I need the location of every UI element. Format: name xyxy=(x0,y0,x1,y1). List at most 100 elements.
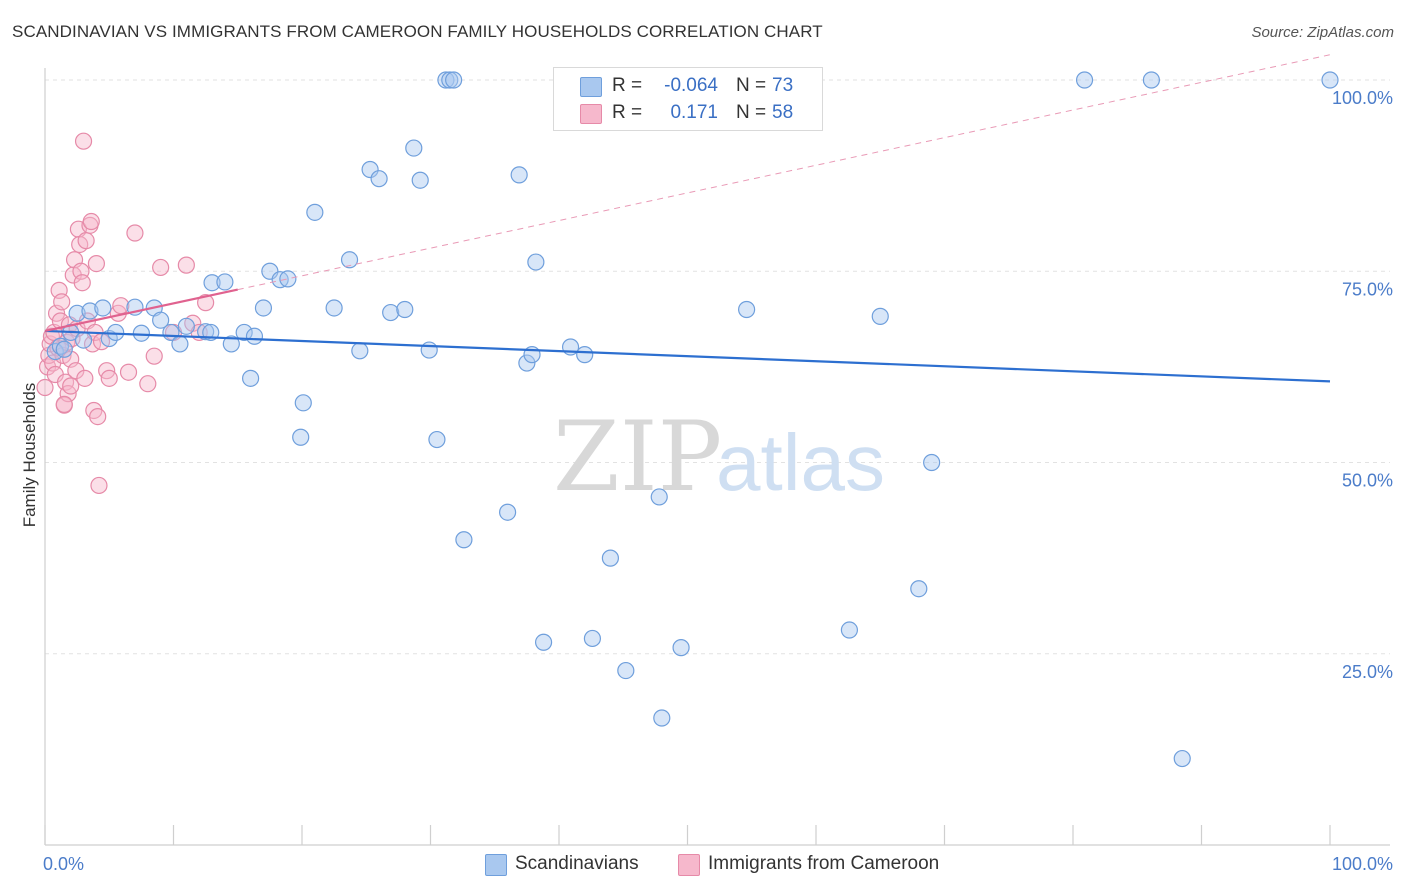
scandinavian-point xyxy=(294,394,312,412)
scandinavian-point xyxy=(672,639,690,657)
scandinavian-point xyxy=(1142,71,1160,89)
scandinavian-point xyxy=(68,304,86,322)
source-attribution: Source: ZipAtlas.com xyxy=(1251,24,1394,41)
cameroon-point xyxy=(152,258,170,277)
cameroon-trend-line xyxy=(44,288,238,332)
scandinavian-point xyxy=(411,171,429,189)
series-legend: Scandinavians Immigrants from Cameroon xyxy=(0,852,1406,878)
legend-label-scandinavians: Scandinavians xyxy=(515,853,639,874)
scandinavian-point xyxy=(177,317,195,335)
scandinavian-point xyxy=(254,299,273,317)
cameroon-point xyxy=(73,274,91,292)
scandinavian-point xyxy=(534,633,553,651)
watermark-atlas: atlas xyxy=(716,418,885,507)
legend-r-value: 0.171 xyxy=(670,102,718,123)
scandinavian-point xyxy=(340,251,359,269)
scandinavian-point xyxy=(601,549,620,567)
scandinavian-point xyxy=(441,71,459,89)
scandinavian-point xyxy=(370,170,388,188)
legend-swatch-cameroon xyxy=(580,104,602,124)
cameroon-point xyxy=(51,312,70,330)
cameroon-point xyxy=(89,408,107,426)
y-tick-label: 25.0% xyxy=(1342,662,1393,682)
legend-r-label: R = xyxy=(612,75,643,96)
legend-r-value: -0.064 xyxy=(664,75,718,96)
scandinavian-point xyxy=(94,299,112,317)
scandinavian-point xyxy=(81,302,99,320)
scandinavian-point xyxy=(576,346,594,364)
scandinavian-point xyxy=(923,453,941,472)
y-tick-label: 100.0% xyxy=(1332,88,1393,108)
legend-row-scandinavians: R = -0.064 N = 73 xyxy=(554,72,822,100)
legend-n-label: N = xyxy=(736,102,767,123)
scandinavian-point xyxy=(910,580,928,598)
scandinavian-point xyxy=(132,324,150,342)
scandinavian-point xyxy=(245,327,264,345)
legend-label-cameroon: Immigrants from Cameroon xyxy=(708,853,940,874)
cameroon-point xyxy=(145,347,163,365)
scandinavian-point xyxy=(361,160,379,179)
cameroon-point xyxy=(36,378,54,397)
cameroon-point xyxy=(77,232,95,250)
cameroon-point xyxy=(100,369,118,387)
y-axis-label: Family Households xyxy=(20,383,39,528)
scandinavian-point xyxy=(527,253,545,271)
scandinavian-point xyxy=(445,71,463,89)
y-tick-label: 50.0% xyxy=(1342,471,1393,491)
cameroon-point xyxy=(82,212,100,231)
scandinavian-point xyxy=(222,335,240,353)
scandinavian-point xyxy=(650,488,668,506)
scandinavian-trend-line xyxy=(44,329,1331,383)
scandinavian-point xyxy=(617,661,635,680)
scandinavian-point xyxy=(351,342,369,360)
scandinavian-point xyxy=(518,354,536,372)
scandinavian-point xyxy=(1075,71,1094,89)
legend-swatch-scandinavians xyxy=(580,77,602,97)
scandinavian-point xyxy=(306,203,324,221)
scandinavian-point xyxy=(152,311,170,329)
scandinavian-point xyxy=(382,303,400,322)
legend-n-value: 58 xyxy=(772,102,794,123)
scandinavian-point xyxy=(203,274,221,292)
cameroon-point xyxy=(197,294,215,312)
cameroon-point xyxy=(87,255,106,273)
scandinavian-point xyxy=(455,531,473,549)
scandinavian-point xyxy=(499,503,517,521)
scandinavian-point xyxy=(583,629,602,648)
cameroon-point xyxy=(55,395,73,413)
chart-title: SCANDINAVIAN VS IMMIGRANTS FROM CAMEROON… xyxy=(12,22,823,41)
scandinavian-point xyxy=(279,270,297,288)
x-tick-label: 100.0% xyxy=(1332,854,1393,874)
legend-r-label: R = xyxy=(612,102,643,123)
y-tick-label: 75.0% xyxy=(1342,279,1393,299)
scandinavian-point xyxy=(325,299,343,317)
scandinavian-point xyxy=(74,331,93,349)
scandinavian-point xyxy=(428,430,446,449)
cameroon-point xyxy=(126,224,144,242)
legend-n-label: N = xyxy=(736,75,767,96)
legend-swatch-scandinavians xyxy=(485,854,507,876)
scandinavian-point xyxy=(242,369,260,387)
scandinavian-point xyxy=(510,166,528,184)
watermark-zip: ZIP xyxy=(553,401,722,513)
scandinavian-point xyxy=(1173,749,1191,768)
correlation-legend: R = -0.064 N = 73 R = 0.171 N = 58 xyxy=(553,67,823,131)
legend-swatch-cameroon xyxy=(678,854,700,876)
scandinavian-point xyxy=(235,323,253,342)
cameroon-point xyxy=(112,297,130,315)
scandinavian-point xyxy=(55,340,73,358)
scandinavian-point xyxy=(216,273,234,291)
cameroon-point xyxy=(62,377,80,395)
scandinavian-point xyxy=(1321,71,1339,89)
cameroon-point xyxy=(90,476,108,495)
cameroon-point xyxy=(177,256,195,274)
legend-n-value: 73 xyxy=(772,75,794,96)
scandinavian-point xyxy=(840,621,859,639)
cameroon-point xyxy=(76,369,94,387)
axes xyxy=(44,68,1390,846)
cameroon-point xyxy=(74,132,93,150)
legend-row-cameroon: R = 0.171 N = 58 xyxy=(554,99,822,127)
gridlines xyxy=(45,79,1390,655)
x-tick-label: 0.0% xyxy=(43,854,84,874)
